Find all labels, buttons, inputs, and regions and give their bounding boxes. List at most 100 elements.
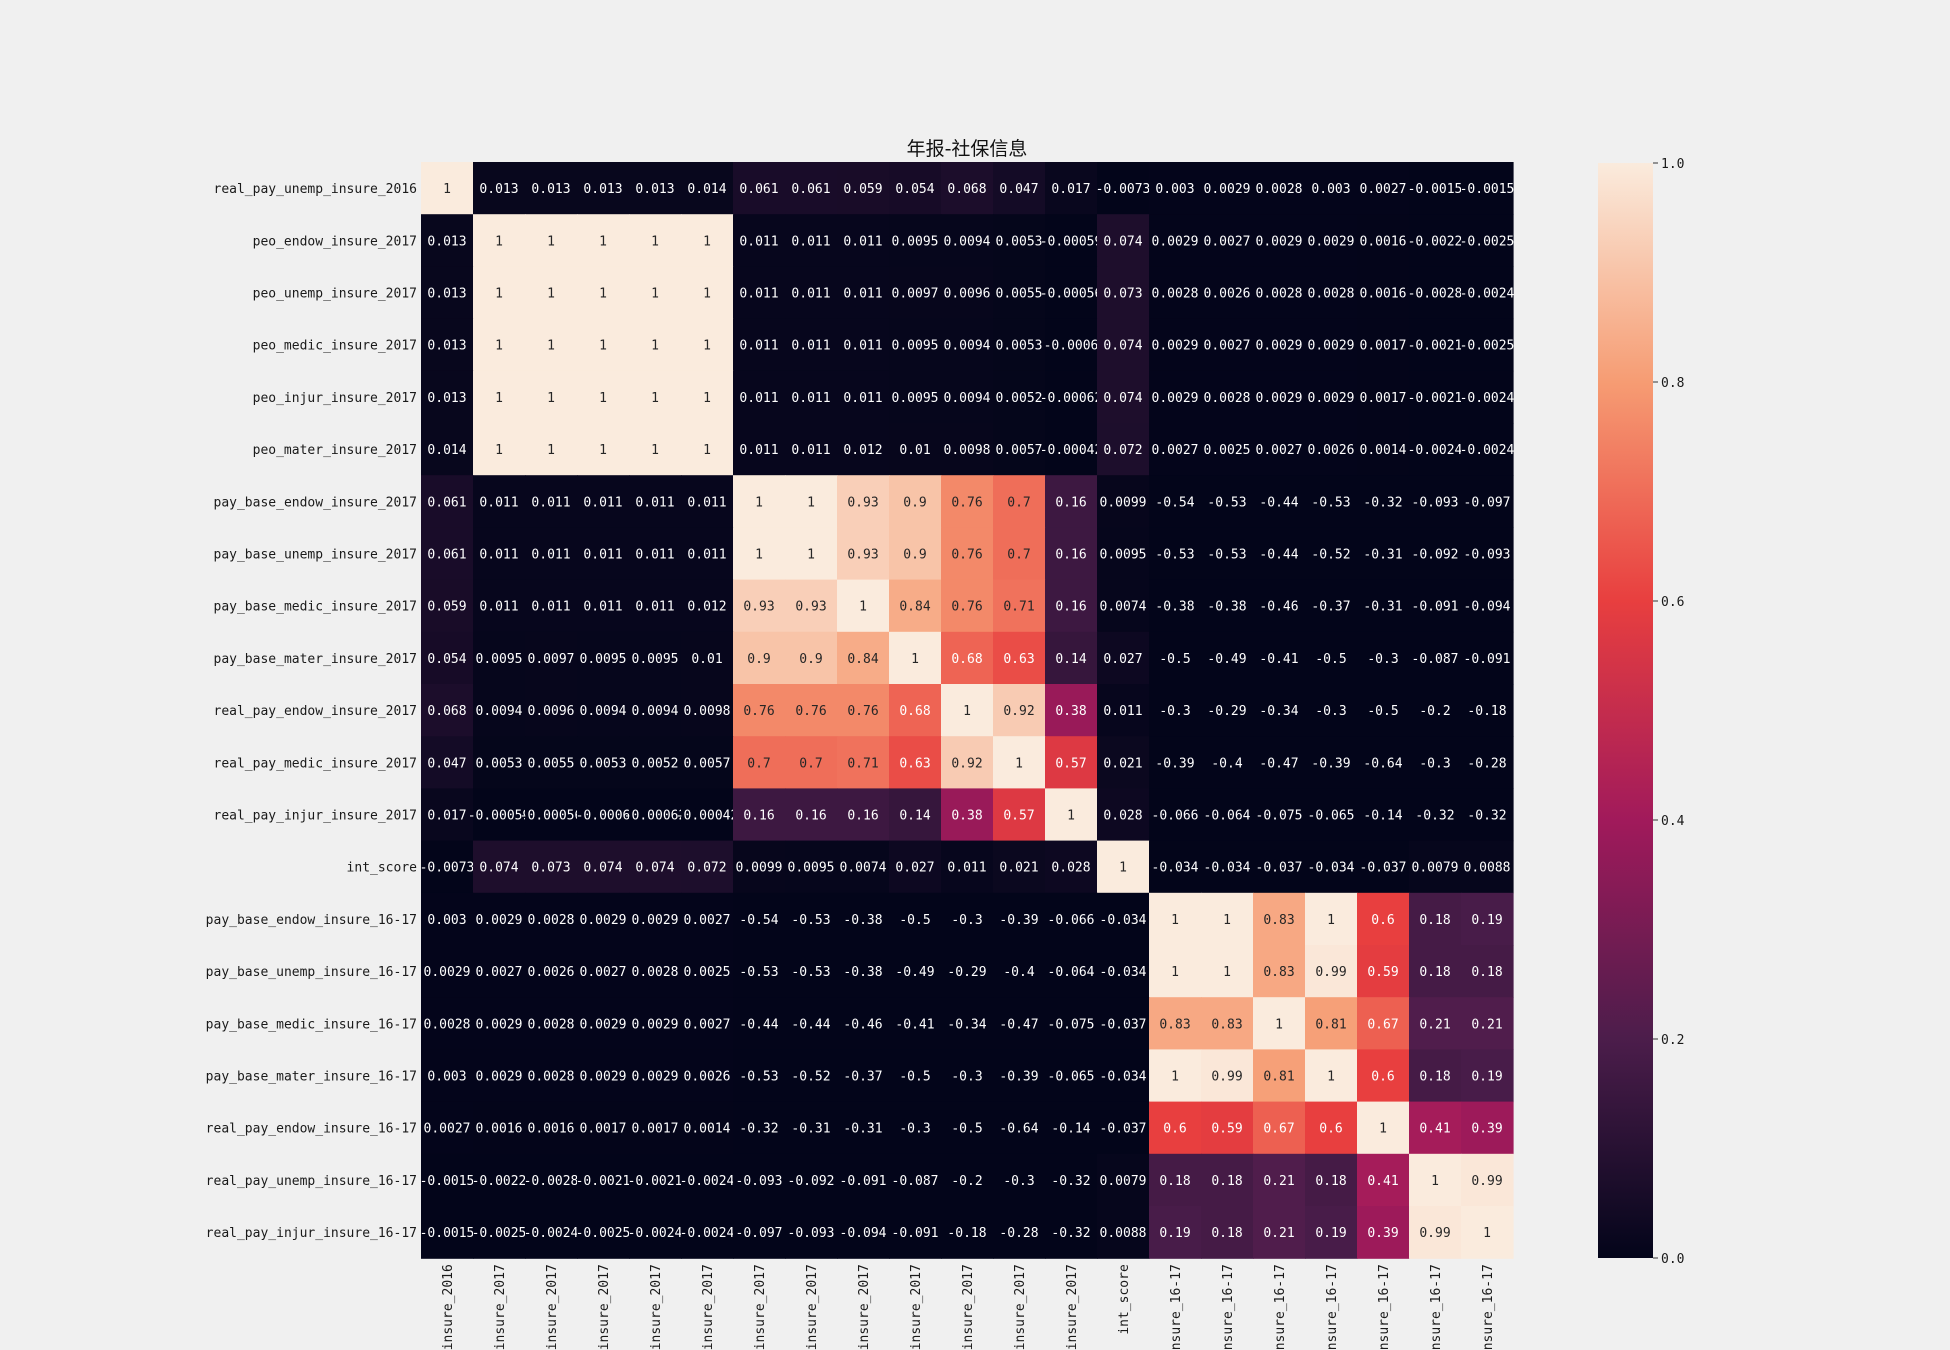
cell-value-label: 0.0028 bbox=[1308, 287, 1355, 302]
cell-value-label: 1 bbox=[495, 443, 503, 458]
heatmap-cell bbox=[941, 266, 994, 320]
cell-value-label: 0.7 bbox=[799, 756, 822, 771]
cell-value-label: -0.034 bbox=[1100, 913, 1147, 928]
cell-value-label: 0.011 bbox=[791, 443, 830, 458]
column-label: pay_base_endow_insure_2017 bbox=[753, 1264, 768, 1350]
row-label: pay_base_endow_insure_16-17 bbox=[206, 913, 417, 928]
heatmap-cell bbox=[941, 1206, 994, 1259]
heatmap-cell bbox=[525, 162, 578, 215]
cell-value-label: 0.0095 bbox=[892, 391, 939, 406]
cell-value-label: 0.0057 bbox=[996, 443, 1043, 458]
heatmap-cell bbox=[1097, 423, 1150, 476]
cell-value-label: -0.034 bbox=[1308, 861, 1355, 876]
column-label: real_pay_endow_insure_16-17 bbox=[1377, 1264, 1392, 1350]
heatmap-cell bbox=[993, 370, 1046, 424]
heatmap-cell bbox=[1201, 631, 1254, 685]
cell-value-label: 0.011 bbox=[843, 339, 882, 354]
cell-value-label: -0.38 bbox=[843, 965, 882, 980]
cell-value-label: 0.011 bbox=[791, 391, 830, 406]
heatmap-cell bbox=[1357, 788, 1410, 842]
heatmap-cell bbox=[889, 162, 942, 215]
cell-value-label: 0.99 bbox=[1211, 1070, 1242, 1085]
cell-value-label: 0.0053 bbox=[996, 339, 1043, 354]
cell-value-label: 0.93 bbox=[847, 495, 878, 510]
heatmap-cell bbox=[473, 162, 526, 215]
heatmap-cell bbox=[1253, 997, 1306, 1050]
cell-value-label: 0.003 bbox=[1311, 182, 1350, 197]
cell-value-label: 0.014 bbox=[427, 443, 466, 458]
cell-value-label: 0.0057 bbox=[684, 756, 731, 771]
cell-value-label: 0.0029 bbox=[1308, 391, 1355, 406]
cell-value-label: 0.011 bbox=[479, 600, 518, 615]
cell-value-label: -0.075 bbox=[1048, 1017, 1095, 1032]
cell-value-label: -0.32 bbox=[739, 1122, 778, 1137]
heatmap-cell bbox=[577, 579, 630, 633]
cell-value-label: 0.017 bbox=[427, 809, 466, 824]
cell-value-label: 0.011 bbox=[739, 391, 778, 406]
heatmap-cell bbox=[1149, 631, 1202, 685]
heatmap-cell bbox=[1409, 1101, 1462, 1155]
heatmap-cell bbox=[889, 318, 942, 372]
cell-value-label: 1 bbox=[703, 339, 711, 354]
heatmap-cell bbox=[1253, 631, 1306, 685]
heatmap-cell bbox=[1357, 1153, 1410, 1207]
heatmap-cell bbox=[1201, 840, 1254, 894]
cell-value-label: 0.71 bbox=[847, 756, 878, 771]
heatmap-cell bbox=[525, 945, 578, 998]
cell-value-label: -0.44 bbox=[1259, 548, 1298, 563]
cell-value-label: -0.39 bbox=[1311, 756, 1350, 771]
cell-value-label: 1 bbox=[495, 339, 503, 354]
row-label: pay_base_unemp_insure_2017 bbox=[214, 548, 418, 563]
heatmap-cell bbox=[1045, 840, 1098, 894]
cell-value-label: 0.0088 bbox=[1100, 1226, 1147, 1241]
heatmap-cell bbox=[1253, 736, 1306, 789]
heatmap-cell bbox=[629, 736, 682, 789]
cell-value-label: 0.16 bbox=[1055, 548, 1086, 563]
cell-value-label: 0.18 bbox=[1419, 913, 1450, 928]
heatmap-cell bbox=[525, 214, 578, 267]
cell-value-label: 1 bbox=[1015, 756, 1023, 771]
cell-value-label: 0.7 bbox=[1007, 548, 1030, 563]
cell-value-label: 0.6 bbox=[1319, 1122, 1342, 1137]
cell-value-label: 1 bbox=[703, 391, 711, 406]
cell-value-label: 0.16 bbox=[743, 809, 774, 824]
heatmap-cell bbox=[473, 788, 526, 842]
heatmap-cell bbox=[993, 162, 1046, 215]
cell-value-label: 0.011 bbox=[531, 548, 570, 563]
cell-value-label: -0.32 bbox=[1051, 1174, 1090, 1189]
cell-value-label: -0.091 bbox=[840, 1174, 887, 1189]
heatmap-cell bbox=[577, 527, 630, 581]
cell-value-label: -0.34 bbox=[947, 1017, 986, 1032]
heatmap-cell bbox=[629, 423, 682, 476]
cell-value-label: 0.061 bbox=[791, 182, 830, 197]
heatmap-cell bbox=[1357, 423, 1410, 476]
heatmap-cell bbox=[681, 423, 734, 476]
heatmap-cell bbox=[993, 1049, 1046, 1103]
cell-value-label: 0.013 bbox=[583, 182, 622, 197]
heatmap-cell bbox=[421, 1153, 474, 1207]
cell-value-label: 0.16 bbox=[847, 809, 878, 824]
cell-value-label: 0.9 bbox=[747, 652, 770, 667]
cell-value-label: -0.093 bbox=[1412, 495, 1459, 510]
cell-value-label: 0.0029 bbox=[580, 913, 627, 928]
column-label: real_pay_injur_insure_2017 bbox=[1065, 1264, 1080, 1350]
heatmap-cell bbox=[473, 736, 526, 789]
cell-value-label: 0.027 bbox=[895, 861, 934, 876]
cell-value-label: 0.011 bbox=[583, 548, 622, 563]
heatmap-cell bbox=[421, 266, 474, 320]
heatmap-cell bbox=[681, 892, 734, 946]
row-label: real_pay_unemp_insure_16-17 bbox=[206, 1174, 417, 1189]
cell-value-label: -0.034 bbox=[1152, 861, 1199, 876]
cell-value-label: 1 bbox=[1327, 1070, 1335, 1085]
heatmap-cell bbox=[1149, 736, 1202, 789]
cell-value-label: -0.087 bbox=[1412, 652, 1459, 667]
cell-value-label: -0.31 bbox=[1363, 548, 1402, 563]
cell-value-label: -0.44 bbox=[739, 1017, 778, 1032]
cell-value-label: -0.0015 bbox=[420, 1174, 475, 1189]
heatmap-cell bbox=[941, 318, 994, 372]
cell-value-label: -0.53 bbox=[1207, 548, 1246, 563]
heatmap-cell bbox=[1357, 1206, 1410, 1259]
heatmap-cell bbox=[1045, 579, 1098, 633]
cell-value-label: 0.011 bbox=[583, 495, 622, 510]
cell-value-label: 0.0027 bbox=[1204, 234, 1251, 249]
